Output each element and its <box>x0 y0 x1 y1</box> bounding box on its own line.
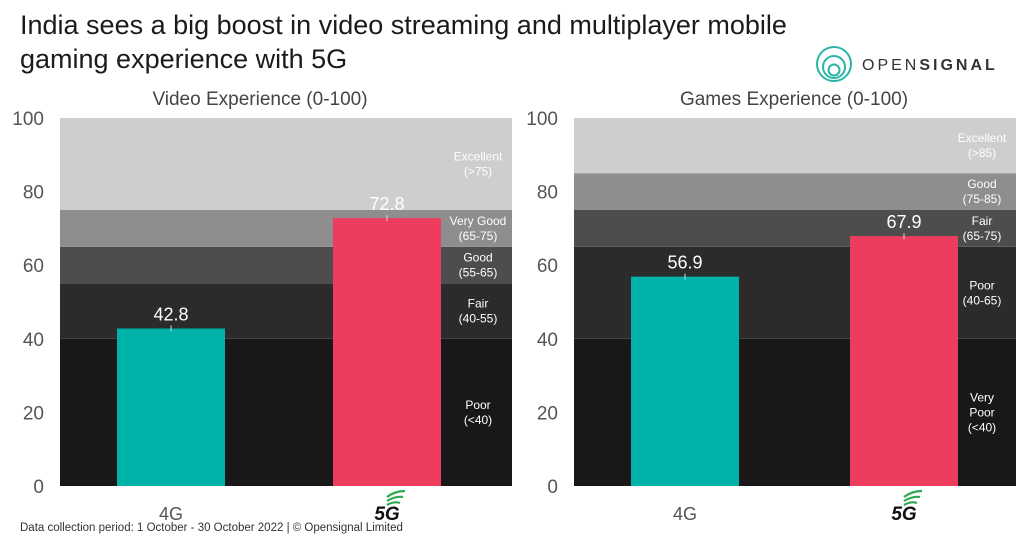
band-label: (40-55) <box>459 312 498 326</box>
band-label: Excellent <box>958 131 1007 145</box>
y-tick-label: 60 <box>23 256 44 277</box>
band-label: Poor <box>465 398 490 412</box>
video-chart-title: Video Experience (0-100) <box>152 89 368 110</box>
bar-4g <box>117 328 225 486</box>
band-label: Very Good <box>450 214 507 228</box>
band-label: Excellent <box>454 150 503 164</box>
band-3 <box>574 173 1016 210</box>
band-label: Fair <box>972 214 993 228</box>
5g-wave <box>903 501 918 506</box>
y-tick-label: 0 <box>547 477 558 498</box>
x-tick-label: 4G <box>673 504 697 524</box>
5g-wave <box>386 501 401 506</box>
y-tick-label: 20 <box>537 403 558 424</box>
bar-5g <box>850 236 958 486</box>
title-line-1: India sees a big boost in video streamin… <box>20 10 787 40</box>
band-4 <box>60 118 512 210</box>
y-tick-label: 0 <box>33 477 44 498</box>
opensignal-rings-icon <box>816 46 852 82</box>
band-label: Good <box>463 251 492 265</box>
opensignal-logo: OPENSIGNAL <box>810 44 1015 86</box>
band-label: (<40) <box>464 413 492 427</box>
band-label: (40-65) <box>963 293 1002 307</box>
footer-note: Data collection period: 1 October - 30 O… <box>20 522 403 534</box>
y-tick-label: 100 <box>526 109 558 130</box>
band-label: (>75) <box>464 165 492 179</box>
page-title: India sees a big boost in video streamin… <box>20 8 980 76</box>
wordmark-open: OPEN <box>862 57 920 74</box>
band-label: Poor <box>969 278 994 292</box>
5g-wave <box>903 495 921 502</box>
x-tick-label: 5G <box>891 504 917 525</box>
y-tick-label: 20 <box>23 403 44 424</box>
5g-wave <box>386 489 406 498</box>
y-tick-label: 80 <box>23 183 44 204</box>
y-tick-label: 40 <box>537 330 558 351</box>
opensignal-wordmark: OPENSIGNAL <box>862 57 998 75</box>
band-label: (65-75) <box>459 229 498 243</box>
band-label: (55-65) <box>459 266 498 280</box>
y-tick-label: 40 <box>23 330 44 351</box>
x-tick-label: 4G <box>159 504 183 524</box>
data-label: 67.9 <box>886 212 921 232</box>
5g-wave <box>903 489 923 498</box>
y-tick-label: 60 <box>537 256 558 277</box>
band-label: (65-75) <box>963 229 1002 243</box>
band-label: Very <box>970 390 994 404</box>
y-tick-label: 100 <box>12 109 44 130</box>
band-label: (>85) <box>968 146 996 160</box>
band-label: Good <box>967 177 996 191</box>
band-label: Poor <box>969 405 994 419</box>
title-line-2: gaming experience with 5G <box>20 44 348 74</box>
wordmark-signal: SIGNAL <box>919 57 998 74</box>
bar-4g <box>631 276 739 486</box>
data-label: 72.8 <box>369 194 404 214</box>
band-label: Fair <box>468 297 489 311</box>
x-tick-label: 5G <box>374 504 400 525</box>
data-label: 42.8 <box>153 304 188 324</box>
bar-5g <box>333 218 441 486</box>
band-label: (<40) <box>968 420 996 434</box>
data-label: 56.9 <box>667 253 702 273</box>
y-tick-label: 80 <box>537 183 558 204</box>
games-chart-title: Games Experience (0-100) <box>679 89 909 110</box>
band-label: (75-85) <box>963 192 1002 206</box>
5g-wave <box>386 495 404 502</box>
band-4 <box>574 118 1016 174</box>
